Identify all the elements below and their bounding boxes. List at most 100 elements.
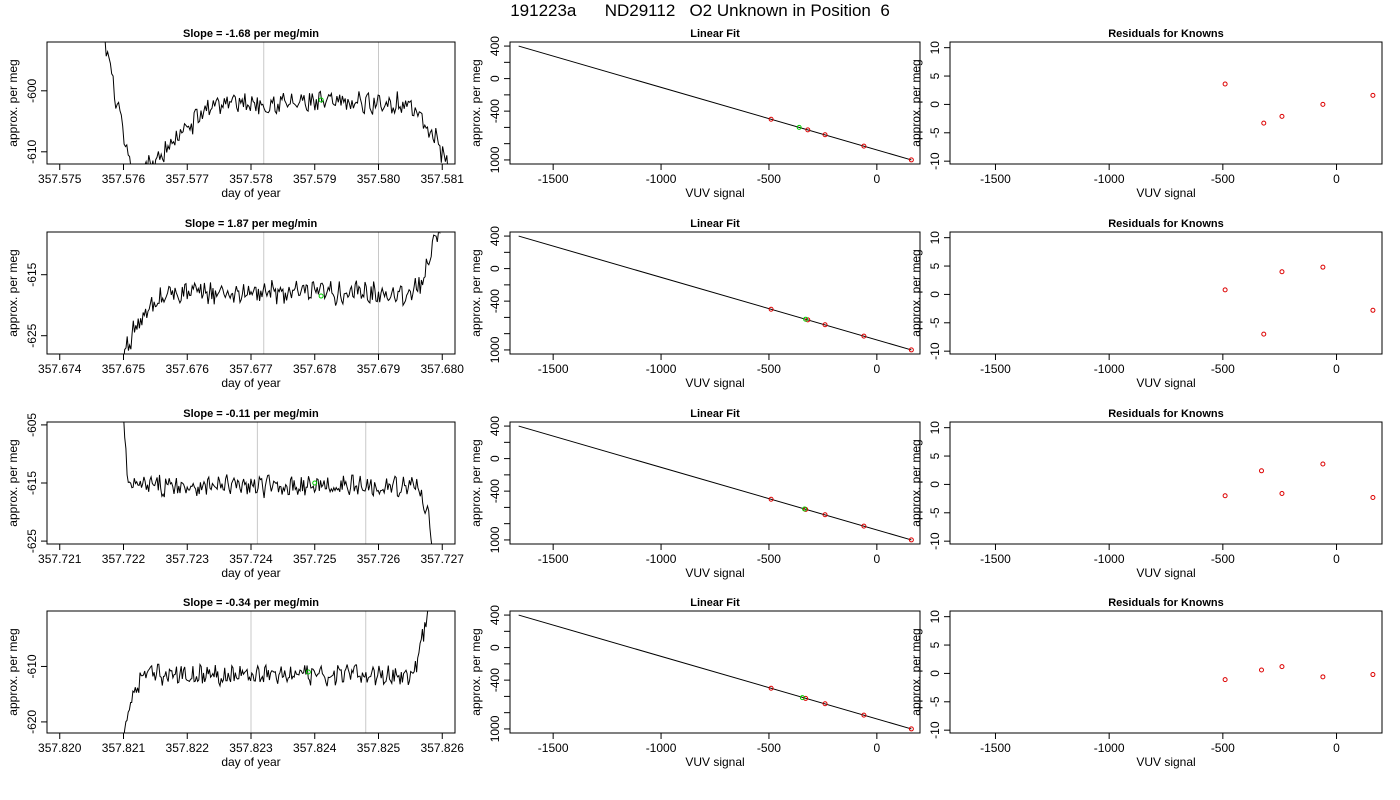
fit-line <box>518 425 912 541</box>
y-axis-label: approx. per meg <box>6 628 20 715</box>
known-point <box>822 701 828 707</box>
x-tick-label: -1500 <box>980 552 1011 566</box>
y-tick-label: -625 <box>25 323 39 347</box>
y-tick-label: 10 <box>928 421 942 435</box>
y-tick-label: 5 <box>928 262 942 269</box>
x-tick-label: 357.575 <box>38 172 82 186</box>
known-point <box>1320 461 1326 467</box>
y-tick-label: -10 <box>928 152 942 170</box>
x-tick-label: 0 <box>873 362 880 376</box>
y-tick-label: 5 <box>928 72 942 79</box>
x-tick-label: -1000 <box>1094 741 1125 755</box>
known-point <box>822 322 828 328</box>
x-tick-label: 357.722 <box>102 552 146 566</box>
known-point <box>822 132 828 138</box>
y-axis-label: approx. per meg <box>469 249 483 336</box>
plot-area <box>123 611 429 733</box>
panel-fit-row-4: Linear Fit VUV signal approx. per meg -1500… <box>469 597 921 769</box>
y-tick-label: -615 <box>25 471 39 495</box>
unknown-point <box>802 506 808 512</box>
panel-title: Residuals for Knowns <box>1108 218 1224 230</box>
y-tick-label: -400 <box>488 668 502 692</box>
x-tick-label: 357.680 <box>421 362 465 376</box>
fit-line <box>518 235 912 351</box>
known-point <box>1222 287 1228 293</box>
known-point <box>1261 120 1267 126</box>
known-point <box>1320 101 1326 107</box>
unknown-point <box>796 124 802 130</box>
y-tick-label: -625 <box>25 529 39 553</box>
y-tick-label: 400 <box>488 226 502 246</box>
plot-frame <box>949 231 1383 355</box>
y-tick-label: 10 <box>928 231 942 245</box>
plot-area <box>518 235 914 353</box>
x-tick-label: 357.825 <box>357 741 401 755</box>
x-axis-label: VUV signal <box>1136 566 1195 580</box>
known-point <box>861 143 867 149</box>
y-tick-label: -400 <box>488 99 502 123</box>
plot-frame <box>46 421 456 545</box>
panel-title: Linear Fit <box>690 597 740 609</box>
panel-line-row-3: Slope = -0.11 per meg/min day of year appr… <box>6 408 464 580</box>
y-axis-label: approx. per meg <box>6 59 20 146</box>
y-axis-label: approx. per meg <box>909 628 923 715</box>
y-axis-label: approx. per meg <box>909 59 923 146</box>
y-tick-label: 1000 <box>488 526 502 553</box>
x-tick-label: -500 <box>757 362 781 376</box>
x-axis-label: day of year <box>221 376 280 390</box>
panel-title: Linear Fit <box>690 218 740 230</box>
panel-title: Linear Fit <box>690 28 740 40</box>
x-tick-label: -500 <box>1211 741 1235 755</box>
y-tick-label: 400 <box>488 416 502 436</box>
plot-frame <box>509 41 921 165</box>
y-tick-label: 0 <box>928 291 942 298</box>
panel-line-row-4: Slope = -0.34 per meg/min day of year appr… <box>6 597 464 769</box>
y-axis-label: approx. per meg <box>909 249 923 336</box>
known-point <box>1370 672 1376 678</box>
x-tick-label: 0 <box>1333 362 1340 376</box>
x-tick-label: 357.820 <box>38 741 82 755</box>
x-tick-label: -500 <box>1211 552 1235 566</box>
y-tick-label: 1000 <box>488 146 502 173</box>
data-trace <box>123 422 433 544</box>
panel-resid-row-1: Residuals for Knowns VUV signal approx. pe… <box>909 28 1383 200</box>
panel-title: Slope = -0.34 per meg/min <box>183 597 319 609</box>
y-tick-label: -10 <box>928 342 942 360</box>
x-tick-label: 357.578 <box>229 172 273 186</box>
x-axis-label: VUV signal <box>685 376 744 390</box>
x-tick-label: -1500 <box>980 362 1011 376</box>
known-point <box>1279 269 1285 275</box>
y-tick-label: -5 <box>928 127 942 138</box>
known-point <box>1279 113 1285 119</box>
y-tick-label: 0 <box>488 455 502 462</box>
x-tick-label: -1000 <box>646 552 677 566</box>
known-point <box>1222 493 1228 499</box>
x-tick-label: 357.724 <box>229 552 273 566</box>
plot-area <box>1222 264 1376 337</box>
x-tick-label: 357.725 <box>293 552 337 566</box>
plot-area <box>1222 461 1376 500</box>
x-tick-label: 357.580 <box>357 172 401 186</box>
y-tick-label: -5 <box>928 507 942 518</box>
y-tick-label: 1000 <box>488 336 502 363</box>
y-axis-label: approx. per meg <box>469 628 483 715</box>
y-tick-label: 1000 <box>488 715 502 742</box>
y-tick-label: 10 <box>928 41 942 55</box>
plot-frame <box>46 41 456 165</box>
fit-line <box>518 614 912 730</box>
x-axis-label: VUV signal <box>685 755 744 769</box>
known-point <box>1222 81 1228 87</box>
x-axis-label: VUV signal <box>685 186 744 200</box>
x-tick-label: -500 <box>1211 172 1235 186</box>
y-tick-label: 5 <box>928 452 942 459</box>
known-point <box>908 726 914 732</box>
known-point <box>768 306 774 312</box>
known-point <box>1261 331 1267 337</box>
x-tick-label: -1000 <box>646 362 677 376</box>
known-point <box>908 157 914 163</box>
data-trace <box>104 42 448 164</box>
x-tick-label: -1000 <box>1094 552 1125 566</box>
x-axis-label: VUV signal <box>1136 755 1195 769</box>
panel-resid-row-3: Residuals for Knowns VUV signal approx. pe… <box>909 408 1383 580</box>
